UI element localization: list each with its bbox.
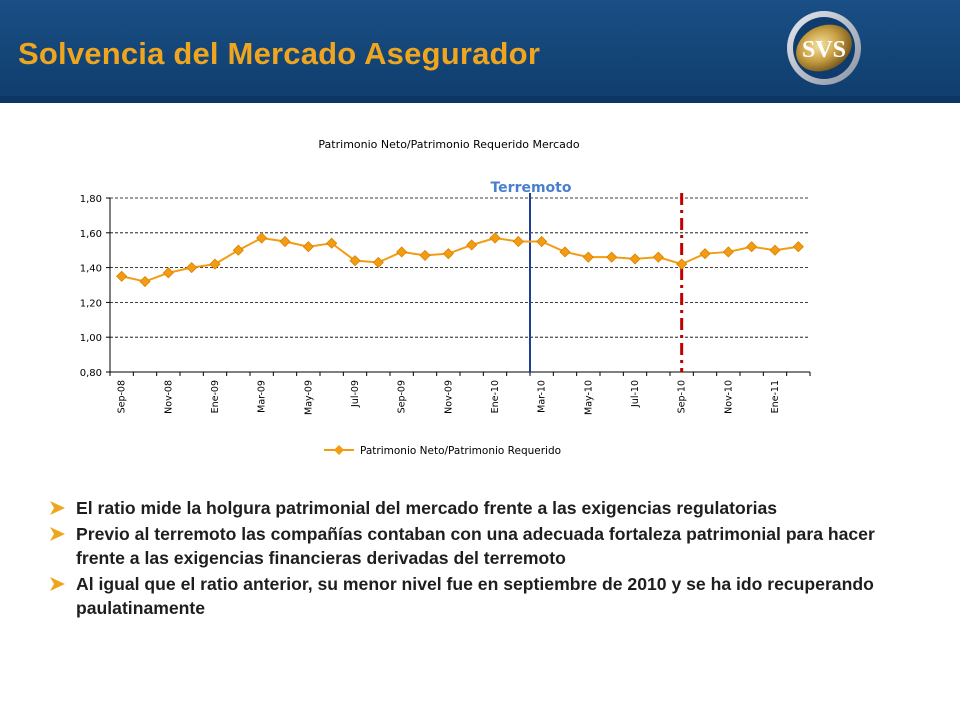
data-point [372,256,384,268]
bullet-item: Previo al terremoto las compañías contab… [48,522,928,570]
data-point [489,232,501,244]
x-tick-label: Ene-11 [770,380,781,413]
legend-marker [334,445,344,455]
data-point [209,258,221,270]
bullet-text: El ratio mide la holgura patrimonial del… [76,498,778,518]
data-point [419,249,431,261]
legend-label: Patrimonio Neto/Patrimonio Requerido [360,445,561,457]
slide-title: Solvencia del Mercado Asegurador [18,36,541,71]
data-point [162,267,174,279]
ratio-chart: Patrimonio Neto/Patrimonio Requerido Mer… [80,138,811,457]
series-group [116,232,804,288]
x-tick-label: May-10 [583,380,594,415]
data-point [186,262,198,274]
x-tick-label: Ene-09 [210,380,221,413]
x-tick-label: Sep-08 [117,380,128,413]
grid-lines [110,197,810,338]
arrow-bullet-icon [50,577,65,591]
data-point [652,251,664,263]
annotations: Terremoto [490,180,684,372]
y-axis: 0,80 1,00 1,20 1,40 1,60 1,80 [80,194,111,379]
data-point [396,246,408,258]
y-tick-label: 1,20 [80,298,102,309]
x-tick-label: Nov-09 [443,380,454,414]
x-tick-label: Nov-08 [163,380,174,414]
header-band [0,96,960,103]
x-tick-label: Ene-10 [490,380,501,413]
data-point [676,258,688,270]
data-point [629,253,641,265]
y-tick-label: 0,80 [80,368,102,379]
x-tick-label: Mar-09 [257,380,268,413]
svs-logo: SVS [787,11,861,85]
arrow-bullet-icon [50,501,65,515]
data-point [512,235,524,248]
earthquake-label: Terremoto [490,180,571,196]
y-tick-label: 1,80 [80,194,102,205]
bullet-item: Al igual que el ratio anterior, su menor… [48,572,928,620]
data-point [232,244,244,256]
logo-text: SVS [802,37,846,63]
bullet-text: Al igual que el ratio anterior, su menor… [76,574,874,618]
data-point [349,255,361,267]
y-tick-label: 1,40 [80,264,102,275]
y-tick-label: 1,00 [80,333,102,344]
bullet-item: El ratio mide la holgura patrimonial del… [48,496,928,520]
data-point [792,241,804,253]
data-point [746,241,758,253]
data-point [139,275,151,288]
data-point [279,235,291,248]
data-point [302,241,314,253]
x-tick-label: Sep-09 [397,380,408,413]
x-tick-label: Jul-10 [630,380,641,408]
x-tick-label: Sep-10 [677,380,688,413]
data-point [256,232,268,244]
x-tick-label: Jul-09 [350,380,361,408]
x-tick-label: May-09 [303,380,314,415]
data-point [536,235,548,248]
x-tick-label: Nov-10 [723,380,734,414]
bullet-text: Previo al terremoto las compañías contab… [76,524,875,568]
data-point [606,251,618,263]
x-axis: Sep-08 Nov-08 Ene-09 Mar-09 May-09 Jul-09 Sep-… [109,371,811,415]
data-point [466,239,478,251]
bullet-list: El ratio mide la holgura patrimonial del… [48,496,928,622]
arrow-bullet-icon [50,527,65,541]
y-tick-label: 1,60 [80,229,102,240]
data-point [699,248,711,260]
data-point [722,246,734,258]
data-point [116,270,128,282]
data-point [769,244,781,256]
chart-legend: Patrimonio Neto/Patrimonio Requerido [324,445,561,457]
x-tick-label: Mar-10 [537,380,548,413]
data-point [559,246,571,258]
data-point [442,248,454,260]
data-point [582,251,594,263]
data-point [326,237,338,249]
series-line [121,236,799,283]
chart-title: Patrimonio Neto/Patrimonio Requerido Mer… [318,138,579,151]
